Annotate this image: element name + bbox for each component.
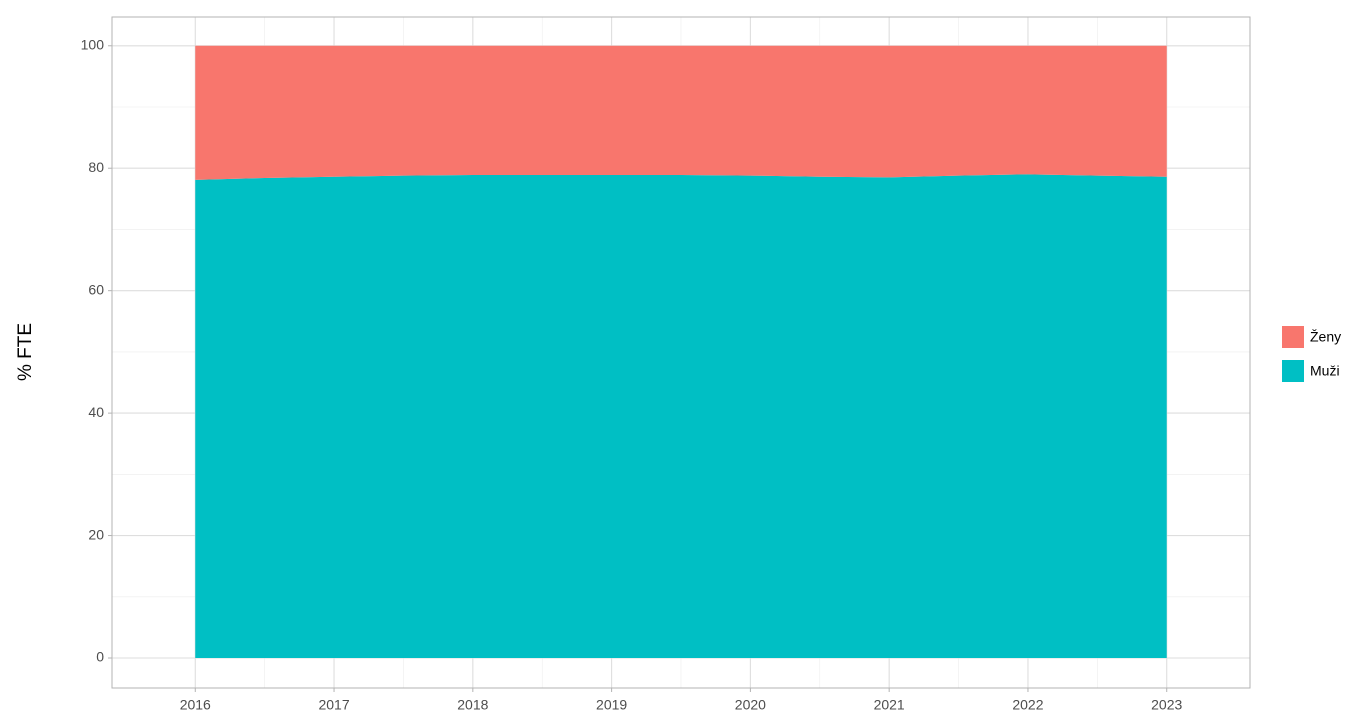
legend-swatch: [1282, 326, 1304, 348]
x-tick-label: 2018: [457, 697, 488, 713]
x-tick-label: 2019: [596, 697, 627, 713]
y-tick-label: 40: [88, 404, 104, 420]
y-tick-label: 80: [88, 159, 104, 175]
legend-label: Muži: [1310, 363, 1340, 379]
x-tick-label: 2020: [735, 697, 766, 713]
area: [195, 45, 1167, 180]
y-tick-label: 20: [88, 526, 104, 542]
legend-swatch: [1282, 360, 1304, 382]
y-axis-label: % FTE: [15, 323, 36, 381]
x-tick-label: 2022: [1012, 697, 1043, 713]
legend-label: Ženy: [1310, 329, 1341, 345]
panel-border: [111, 16, 1251, 689]
x-tick-label: 2023: [1151, 697, 1182, 713]
y-tick-label: 0: [96, 649, 104, 665]
x-tick-label: 2021: [874, 697, 905, 713]
y-tick-label: 60: [88, 281, 104, 297]
y-tick-label: 100: [81, 36, 105, 52]
x-tick-label: 2017: [318, 697, 349, 713]
area: [195, 174, 1167, 659]
x-tick-label: 2016: [180, 697, 211, 713]
